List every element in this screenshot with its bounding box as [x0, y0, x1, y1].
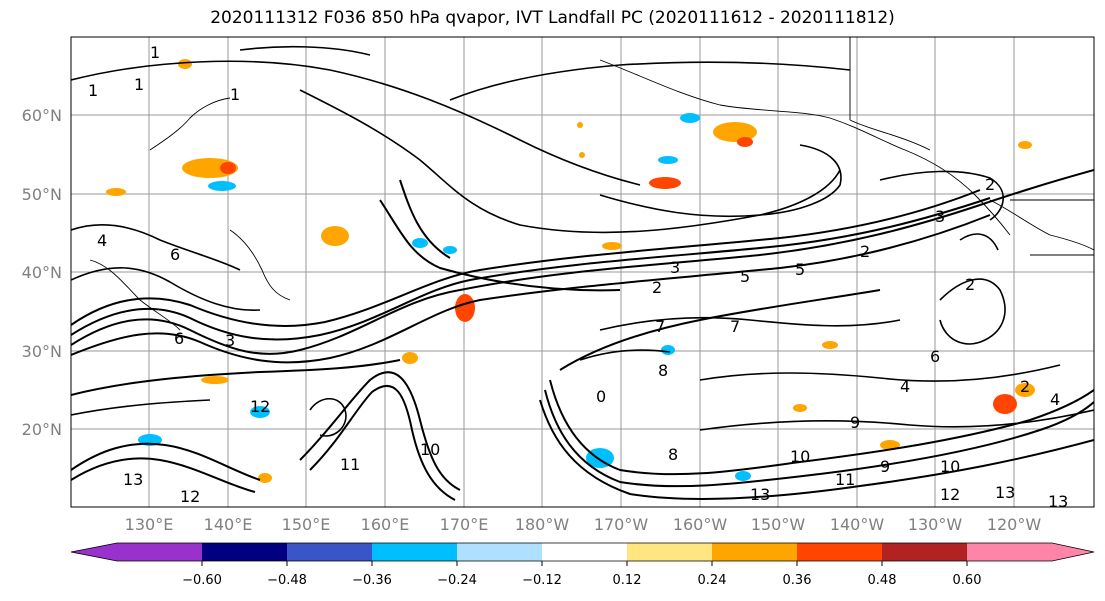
latitude-labels: 60°N 50°N 40°N 30°N 20°N: [22, 106, 62, 439]
lon-label: 180°W: [515, 515, 570, 534]
contour-label: 7: [730, 317, 740, 336]
contour-label: 4: [97, 231, 107, 250]
contour-label: 1: [134, 75, 144, 94]
colorbar-segment: [882, 543, 967, 561]
map-title: 2020111312 F036 850 hPa qvapor, IVT Land…: [210, 8, 895, 28]
contour-label: 3: [225, 331, 235, 350]
colorbar-segment: [627, 543, 712, 561]
contour-label: 10: [420, 440, 440, 459]
contour-label: 2: [860, 242, 870, 261]
colorbar-segment: [372, 543, 457, 561]
contour-label: 2: [1020, 377, 1030, 396]
contour-label: 1: [150, 43, 160, 62]
colorbar-tick-label: −0.12: [522, 573, 562, 588]
coastlines: [89, 37, 1094, 331]
lon-label: 150°E: [282, 515, 331, 534]
contour-label: 8: [668, 445, 678, 464]
colorbar-max-extension: [1052, 543, 1094, 561]
contour-label: 9: [850, 413, 860, 432]
contour-label: 11: [835, 470, 855, 489]
contour-label: 0: [596, 387, 606, 406]
contour-label: 13: [750, 485, 770, 504]
contour-labels: 1 1 1 1 4 6 6 3 3 2 7 7 5 8 6 4 2 12 12 …: [88, 43, 1068, 511]
contour-label: 1: [230, 85, 240, 104]
lat-label: 60°N: [22, 106, 62, 125]
colorbar-segment: [117, 543, 202, 561]
lat-label: 20°N: [22, 420, 62, 439]
contour-label: 4: [900, 377, 910, 396]
colorbar-min-extension: [71, 543, 117, 561]
contour-label: 3: [935, 207, 945, 226]
lon-label: 170°W: [594, 515, 649, 534]
contour-label: 9: [880, 457, 890, 476]
lon-label: 150°W: [751, 515, 806, 534]
colorbar-segment: [797, 543, 882, 561]
lat-label: 50°N: [22, 185, 62, 204]
lon-label: 160°E: [361, 515, 410, 534]
colorbar-tick-label: 0.60: [953, 573, 982, 588]
contour-label: 3: [670, 258, 680, 277]
contour-label: 13: [123, 470, 143, 489]
contour-label: 6: [930, 347, 940, 366]
colorbar-segment: [202, 543, 287, 561]
contour-label: 2: [965, 275, 975, 294]
colorbar-tick-label: 0.36: [783, 573, 812, 588]
contour-label: 11: [340, 455, 360, 474]
lon-label: 120°W: [987, 515, 1042, 534]
lon-label: 170°E: [440, 515, 489, 534]
contour-label: 10: [940, 457, 960, 476]
colorbar-tick-label: −0.60: [182, 573, 222, 588]
colorbar-segment: [542, 543, 627, 561]
colorbar-tick-label: −0.48: [267, 573, 307, 588]
lon-label: 130°E: [125, 515, 174, 534]
map-border: [70, 36, 1095, 508]
lat-label: 30°N: [22, 342, 62, 361]
lon-label: 130°W: [908, 515, 963, 534]
colorbar-segment: [967, 543, 1052, 561]
contour-label: 1: [88, 81, 98, 100]
contour-label: 4: [1050, 390, 1060, 409]
colorbar-segment: [712, 543, 797, 561]
contour-label: 5: [795, 260, 805, 279]
colorbar-segment: [457, 543, 542, 561]
lat-label: 40°N: [22, 263, 62, 282]
qvapor-shading: [106, 59, 1035, 483]
lon-label: 160°W: [673, 515, 728, 534]
contour-label: 12: [180, 487, 200, 506]
contour-label: 13: [1048, 492, 1068, 511]
contour-label: 5: [740, 267, 750, 286]
contour-label: 12: [250, 397, 270, 416]
map-layer: 1 1 1 1 4 6 6 3 3 2 7 7 5 8 6 4 2 12 12 …: [71, 37, 1094, 511]
ivt-contours: [71, 45, 1094, 501]
contour-label: 6: [174, 329, 184, 348]
contour-label: 2: [652, 278, 662, 297]
contour-label: 6: [170, 245, 180, 264]
contour-label: 13: [995, 483, 1015, 502]
contour-label: 2: [985, 175, 995, 194]
colorbar-tick-label: 0.48: [868, 573, 897, 588]
colorbar: −0.60 −0.48 −0.36 −0.24 −0.12 0.12 0.24 …: [70, 542, 1095, 588]
colorbar-tick-label: −0.36: [352, 573, 392, 588]
contour-label: 12: [940, 485, 960, 504]
colorbar-tick-label: −0.24: [437, 573, 477, 588]
contour-label: 10: [790, 447, 810, 466]
lon-label: 140°W: [830, 515, 885, 534]
contour-label: 8: [658, 361, 668, 380]
lon-label: 140°E: [204, 515, 253, 534]
colorbar-tick-label: 0.12: [613, 573, 642, 588]
longitude-labels: 130°E 140°E 150°E 160°E 170°E 180°W 170°…: [125, 515, 1042, 534]
contour-label: 7: [655, 317, 665, 336]
colorbar-tick-label: 0.24: [698, 573, 727, 588]
colorbar-segment: [287, 543, 372, 561]
